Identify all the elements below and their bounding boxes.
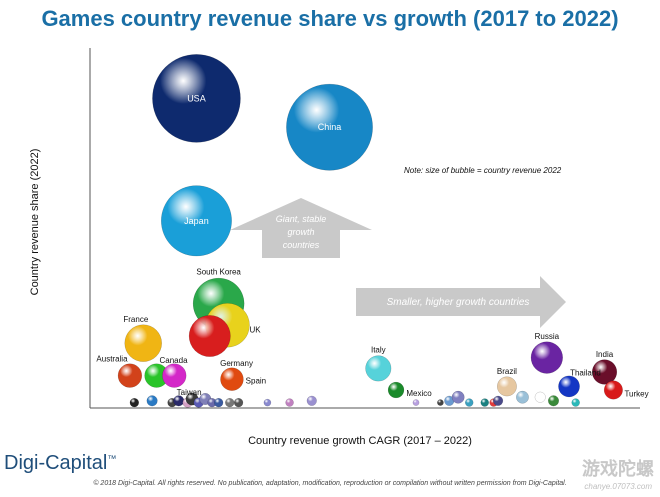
bubble-label: Brazil [497,367,517,376]
bubble-minor [285,398,294,407]
bubble-australia [117,363,143,388]
bubble-labels: USA China Japan South Korea UK Germany France A… [96,93,648,398]
bubble-germany [188,315,231,357]
y-axis-label: Country revenue share (2022) [29,149,41,296]
bubble-label: Mexico [406,389,432,398]
bubble-minor [412,399,420,406]
bubble-label: Taiwan [177,388,202,397]
bubble-label: France [123,315,148,324]
watermark: 游戏陀螺 [582,459,654,479]
bubble-spain [220,367,244,391]
bubble-france [124,324,162,362]
bubble-india [591,359,618,385]
bubble-label: USA [187,93,206,103]
brand-logo: Digi-Capital™ [4,452,116,475]
bubble-label: Spain [246,376,266,385]
bubble-minor [233,397,244,408]
bubble-minor [492,395,504,406]
arrow-right [356,276,566,328]
bubble-minor [437,399,444,406]
arrow-up [230,198,372,258]
bubble-minor [547,395,560,407]
bubble-size-note: Note: size of bubble = country revenue 2… [404,166,562,175]
arrow-up-label-line: countries [283,240,320,250]
bubble-label: China [318,122,342,132]
axes [89,48,640,409]
bubble-thailand [558,375,580,398]
bubble-label: Italy [371,345,386,354]
bubble-minor [225,397,235,408]
bubble-japan [161,185,232,257]
bubble-label: Turkey [624,390,648,399]
x-axis-label: Country revenue growth CAGR (2017 – 2022… [248,435,472,447]
bubble-minor [263,398,272,407]
arrow-up-label-line: growth [287,227,314,237]
bubble-minor [516,390,529,404]
bubble-minor [480,398,489,407]
bubble-turkey [603,380,623,400]
arrow-right-label: Smaller, higher growth countries [387,297,530,308]
bubble-label: Canada [160,356,189,365]
bubble-minor [146,395,158,407]
brand-name: Digi-Capital [4,452,108,474]
bubbles [117,54,623,408]
bubble-label: Germany [220,359,253,368]
bubble-label: Australia [96,354,128,363]
brand-trademark: ™ [107,453,117,464]
bubble-label: Japan [184,216,209,226]
bubble-mexico [387,381,405,399]
bubble-minor [571,398,580,407]
bubble-china [286,83,373,171]
bubble-label: India [596,350,614,359]
bubble-minor [129,397,140,408]
bubble-minor [534,391,546,403]
watermark-url: chanye.07073.com [584,482,652,491]
bubble-minor [451,390,465,404]
arrow-up-label-line: Giant, stable [276,214,327,224]
bubble-russia [530,341,563,374]
bubble-taiwan [162,363,187,388]
bubble-minor [213,397,224,408]
bubble-brazil [497,376,517,397]
bubble-label: UK [250,326,262,335]
bubble-label: Thailand [570,369,601,378]
copyright-notice: © 2018 Digi-Capital. All rights reserved… [93,480,567,487]
chart-title: Games country revenue share vs growth (2… [41,6,619,31]
bubble-label: Russia [535,332,560,341]
bubble-minor [306,395,317,406]
bubble-minor [465,398,474,407]
bubble-italy [365,355,392,382]
bubble-label: South Korea [196,268,241,277]
bubble-usa [152,54,241,143]
